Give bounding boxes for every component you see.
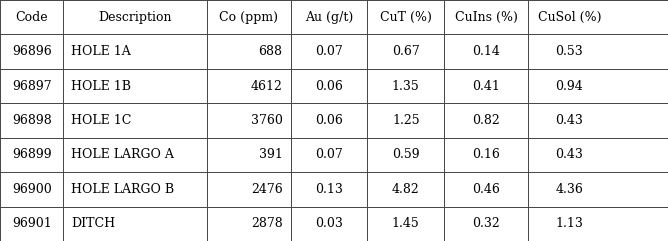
Text: 391: 391 [259, 148, 283, 161]
Text: 0.06: 0.06 [315, 80, 343, 93]
Text: 0.07: 0.07 [315, 148, 343, 161]
Text: 4612: 4612 [250, 80, 283, 93]
Text: 3760: 3760 [250, 114, 283, 127]
Text: 0.07: 0.07 [315, 45, 343, 58]
Text: HOLE 1B: HOLE 1B [71, 80, 132, 93]
Text: 96897: 96897 [12, 80, 51, 93]
Text: 0.06: 0.06 [315, 114, 343, 127]
Text: 0.43: 0.43 [556, 148, 583, 161]
Text: Co (ppm): Co (ppm) [219, 11, 279, 24]
Text: CuSol (%): CuSol (%) [538, 11, 601, 24]
Text: 2476: 2476 [250, 183, 283, 196]
Text: 96899: 96899 [12, 148, 51, 161]
Text: Code: Code [15, 11, 48, 24]
Text: 4.36: 4.36 [556, 183, 583, 196]
Text: HOLE 1C: HOLE 1C [71, 114, 132, 127]
Text: HOLE LARGO A: HOLE LARGO A [71, 148, 174, 161]
Text: 0.43: 0.43 [556, 114, 583, 127]
Text: 0.32: 0.32 [472, 217, 500, 230]
Text: 0.16: 0.16 [472, 148, 500, 161]
Text: Description: Description [98, 11, 172, 24]
Text: 4.82: 4.82 [392, 183, 420, 196]
Text: CuIns (%): CuIns (%) [454, 11, 518, 24]
Text: 0.41: 0.41 [472, 80, 500, 93]
Text: 0.14: 0.14 [472, 45, 500, 58]
Text: 1.45: 1.45 [392, 217, 420, 230]
Text: HOLE 1A: HOLE 1A [71, 45, 131, 58]
Text: CuT (%): CuT (%) [380, 11, 432, 24]
Text: 0.13: 0.13 [315, 183, 343, 196]
Text: DITCH: DITCH [71, 217, 116, 230]
Text: 0.82: 0.82 [472, 114, 500, 127]
Text: 0.46: 0.46 [472, 183, 500, 196]
Text: 1.35: 1.35 [392, 80, 420, 93]
Text: 0.53: 0.53 [556, 45, 583, 58]
Text: 96901: 96901 [12, 217, 51, 230]
Text: 0.67: 0.67 [392, 45, 420, 58]
Text: 688: 688 [259, 45, 283, 58]
Text: 96900: 96900 [12, 183, 51, 196]
Text: HOLE LARGO B: HOLE LARGO B [71, 183, 174, 196]
Text: 0.94: 0.94 [556, 80, 583, 93]
Text: 0.59: 0.59 [392, 148, 420, 161]
Text: 96896: 96896 [12, 45, 51, 58]
Text: 1.25: 1.25 [392, 114, 420, 127]
Text: 0.03: 0.03 [315, 217, 343, 230]
Text: 2878: 2878 [250, 217, 283, 230]
Text: 1.13: 1.13 [556, 217, 583, 230]
Text: 96898: 96898 [12, 114, 51, 127]
Text: Au (g/t): Au (g/t) [305, 11, 353, 24]
